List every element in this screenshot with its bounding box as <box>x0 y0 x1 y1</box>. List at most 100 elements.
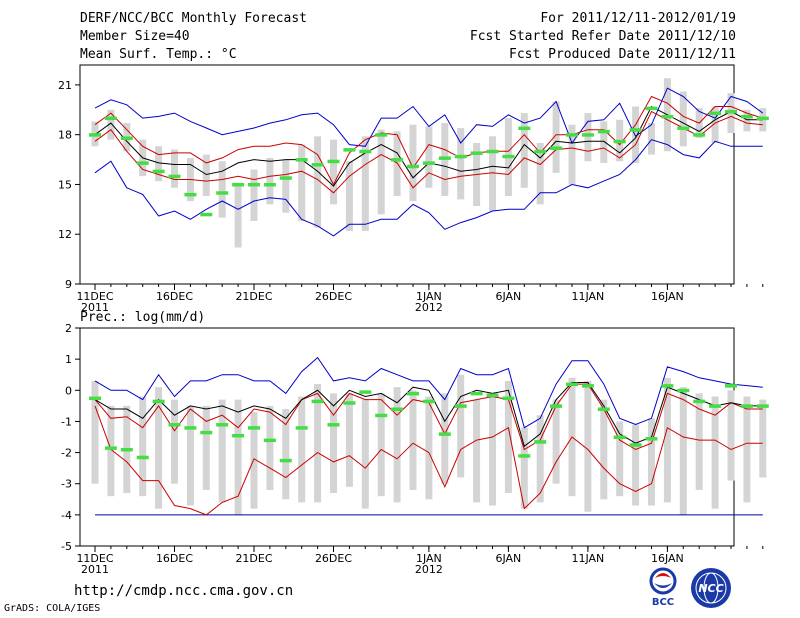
spread-box-0 <box>679 91 687 147</box>
lower-line-1 <box>94 405 763 516</box>
spread-box-0 <box>457 128 465 200</box>
median-mark-1 <box>120 447 133 452</box>
spread-box-1 <box>552 399 560 484</box>
median-mark-0 <box>89 133 101 137</box>
median-mark-1 <box>184 426 197 430</box>
median-mark-1 <box>677 388 690 393</box>
x-tick-label-1: 16DEC <box>156 552 193 565</box>
spread-box-0 <box>282 159 290 213</box>
spread-box-1 <box>218 399 226 503</box>
median-mark-0 <box>184 192 197 197</box>
median-mark-1 <box>311 399 324 404</box>
y-tick-label-1: -1 <box>61 415 72 428</box>
spread-box-1 <box>361 399 369 509</box>
median-mark-1 <box>581 384 594 388</box>
spread-box-1 <box>695 393 703 490</box>
median-mark-0 <box>629 128 642 132</box>
median-mark-0 <box>438 156 451 160</box>
median-mark-1 <box>168 423 181 427</box>
year-label-0: 2011 <box>81 301 109 314</box>
spread-box-0 <box>632 106 640 163</box>
website-url[interactable]: http://cmdp.ncc.cma.gov.cn <box>74 583 294 599</box>
x-tick-label-0: 26DEC <box>315 290 352 303</box>
median-mark-0 <box>375 133 388 137</box>
bcc-logo-text: BCC <box>652 597 674 608</box>
spread-box-1 <box>234 399 242 515</box>
median-mark-1 <box>756 404 769 408</box>
median-mark-0 <box>677 126 690 131</box>
median-mark-0 <box>359 149 372 154</box>
median-mark-1 <box>391 407 404 411</box>
spread-box-0 <box>250 169 258 221</box>
spread-box-1 <box>473 399 481 503</box>
spread-box-1 <box>282 408 290 500</box>
median-mark-1 <box>343 401 356 405</box>
plot-frame-0 <box>79 64 735 285</box>
spread-box-1 <box>345 393 353 487</box>
spread-box-1 <box>584 380 592 512</box>
started-refer-date-label: Fcst Started Refer Date 2011/12/10 <box>469 29 736 44</box>
median-mark-1 <box>566 382 578 387</box>
median-mark-0 <box>756 116 769 121</box>
median-mark-0 <box>534 149 547 154</box>
spread-box-1 <box>616 421 624 497</box>
spread-box-0 <box>648 123 655 155</box>
spread-box-0 <box>314 136 322 228</box>
median-mark-0 <box>740 114 753 119</box>
median-mark-1 <box>518 454 531 458</box>
spread-box-1 <box>377 393 385 497</box>
median-mark-0 <box>581 133 594 137</box>
x-tick-label-0: 16DEC <box>156 290 193 303</box>
spread-box-0 <box>489 136 496 211</box>
median-mark-0 <box>725 109 737 114</box>
spread-box-0 <box>266 157 274 205</box>
median-mark-1 <box>661 384 674 388</box>
spread-box-1 <box>155 387 163 509</box>
median-mark-1 <box>470 391 483 396</box>
median-mark-1 <box>136 455 149 460</box>
x-tick-label-1: 11DEC <box>76 552 113 565</box>
median-mark-0 <box>613 139 626 144</box>
median-mark-1 <box>375 413 388 418</box>
spread-box-0 <box>202 154 210 197</box>
median-mark-0 <box>263 182 276 187</box>
spread-box-0 <box>218 161 226 218</box>
median-mark-1 <box>232 433 245 438</box>
median-mark-1 <box>104 446 117 450</box>
spread-box-1 <box>171 399 178 484</box>
median-mark-1 <box>89 396 101 401</box>
median-mark-1 <box>422 399 435 404</box>
chart-title: DERF/NCC/BCC Monthly Forecast <box>80 11 307 26</box>
median-mark-0 <box>232 182 245 187</box>
y-tick-label-0: 21 <box>58 79 72 92</box>
spread-box-0 <box>409 124 417 202</box>
median-mark-1 <box>725 384 737 388</box>
median-mark-0 <box>104 116 117 121</box>
median-mark-0 <box>709 111 722 116</box>
max-line-1 <box>94 356 763 429</box>
median-mark-1 <box>502 396 515 401</box>
median-mark-0 <box>136 161 149 165</box>
spread-box-0 <box>155 146 163 182</box>
spread-box-1 <box>330 393 337 494</box>
spread-box-1 <box>91 380 99 484</box>
median-mark-0 <box>279 176 292 180</box>
median-mark-0 <box>216 191 229 195</box>
spread-box-1 <box>139 396 147 497</box>
ncc-logo-text: NCC <box>698 582 723 595</box>
max-line-0 <box>94 87 764 147</box>
median-mark-1 <box>216 423 229 427</box>
spread-box-1 <box>202 405 210 490</box>
spread-box-1 <box>679 387 687 515</box>
median-mark-0 <box>168 174 181 179</box>
lower-line-0 <box>94 110 763 194</box>
spread-box-0 <box>600 121 608 163</box>
y-tick-label-0: 15 <box>58 178 72 191</box>
spread-box-1 <box>441 393 449 484</box>
spread-box-0 <box>377 129 385 215</box>
y-tick-label-1: 2 <box>65 322 72 335</box>
median-mark-1 <box>279 458 292 463</box>
median-mark-0 <box>597 129 610 134</box>
year-label-0: 2012 <box>415 301 443 314</box>
